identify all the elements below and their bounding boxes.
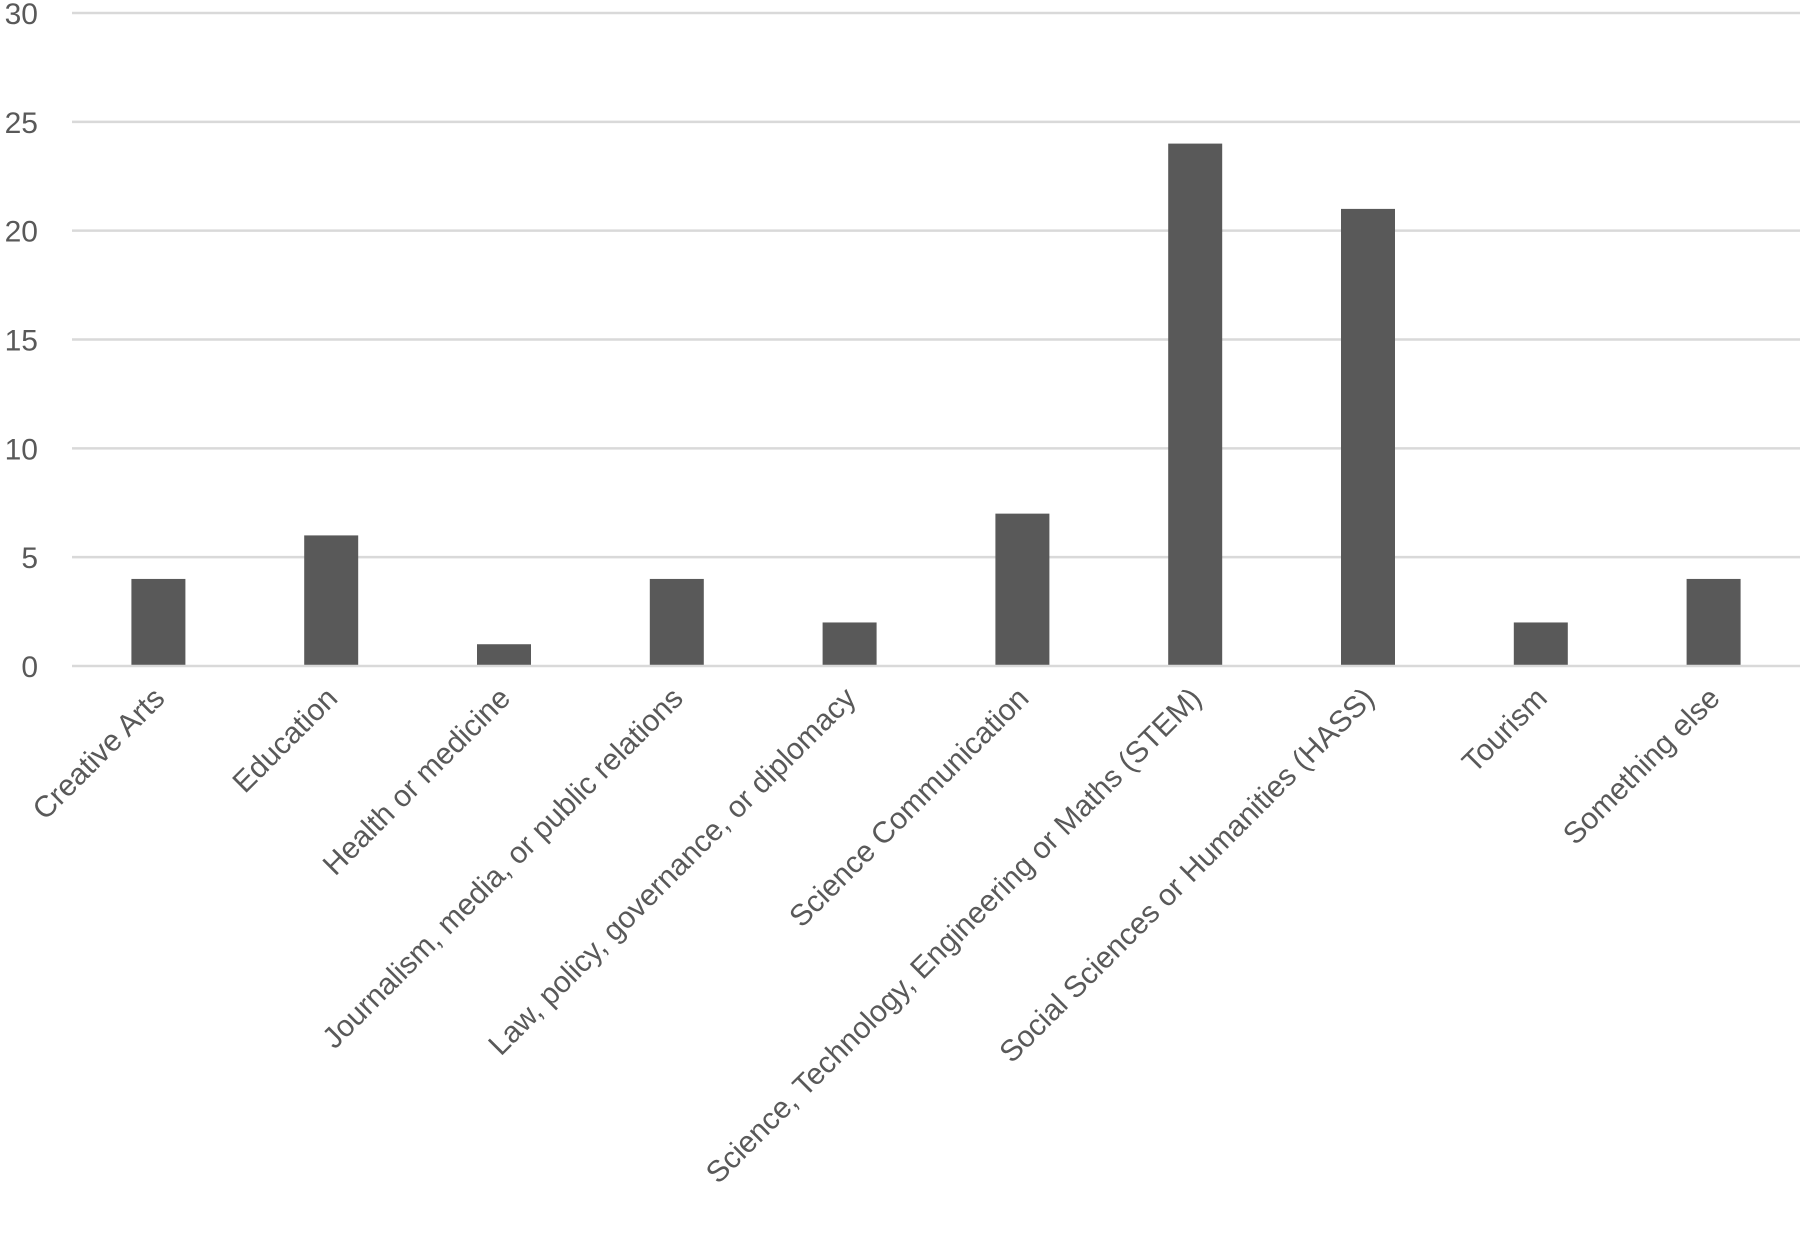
x-category-label: Journalism, media, or public relations: [316, 682, 690, 1056]
bar-1: [304, 535, 359, 666]
y-tick-label: 20: [5, 216, 38, 249]
bar-9: [1686, 578, 1741, 666]
y-tick-label: 10: [5, 433, 38, 466]
x-category-label: Creative Arts: [27, 682, 172, 827]
x-category-label: Law, policy, governance, or diplomacy: [482, 682, 862, 1062]
bar-2: [477, 644, 531, 666]
bar-4: [822, 622, 877, 666]
y-tick-label: 25: [5, 107, 38, 140]
bar-7: [1341, 208, 1395, 666]
x-category-label: Tourism: [1456, 682, 1554, 780]
bar-0: [131, 578, 186, 666]
bar-5: [995, 513, 1050, 666]
y-tick-label: 15: [5, 325, 38, 358]
y-tick-label: 5: [21, 542, 38, 575]
x-category-label: Health or medicine: [317, 682, 517, 882]
y-axis-tick-labels: 0 5 10 15 20 25 30: [5, 0, 38, 684]
bar-6: [1168, 143, 1223, 667]
y-tick-label: 30: [5, 0, 38, 31]
x-category-label: Social Sciences or Humanities (HASS): [993, 682, 1381, 1070]
bar-3: [649, 578, 704, 666]
bars: [131, 143, 1741, 667]
gridlines: [72, 11, 1800, 559]
x-category-label: Something else: [1557, 682, 1727, 852]
bar-8: [1513, 622, 1568, 666]
x-category-label: Education: [226, 682, 344, 800]
y-tick-label: 0: [21, 651, 38, 684]
